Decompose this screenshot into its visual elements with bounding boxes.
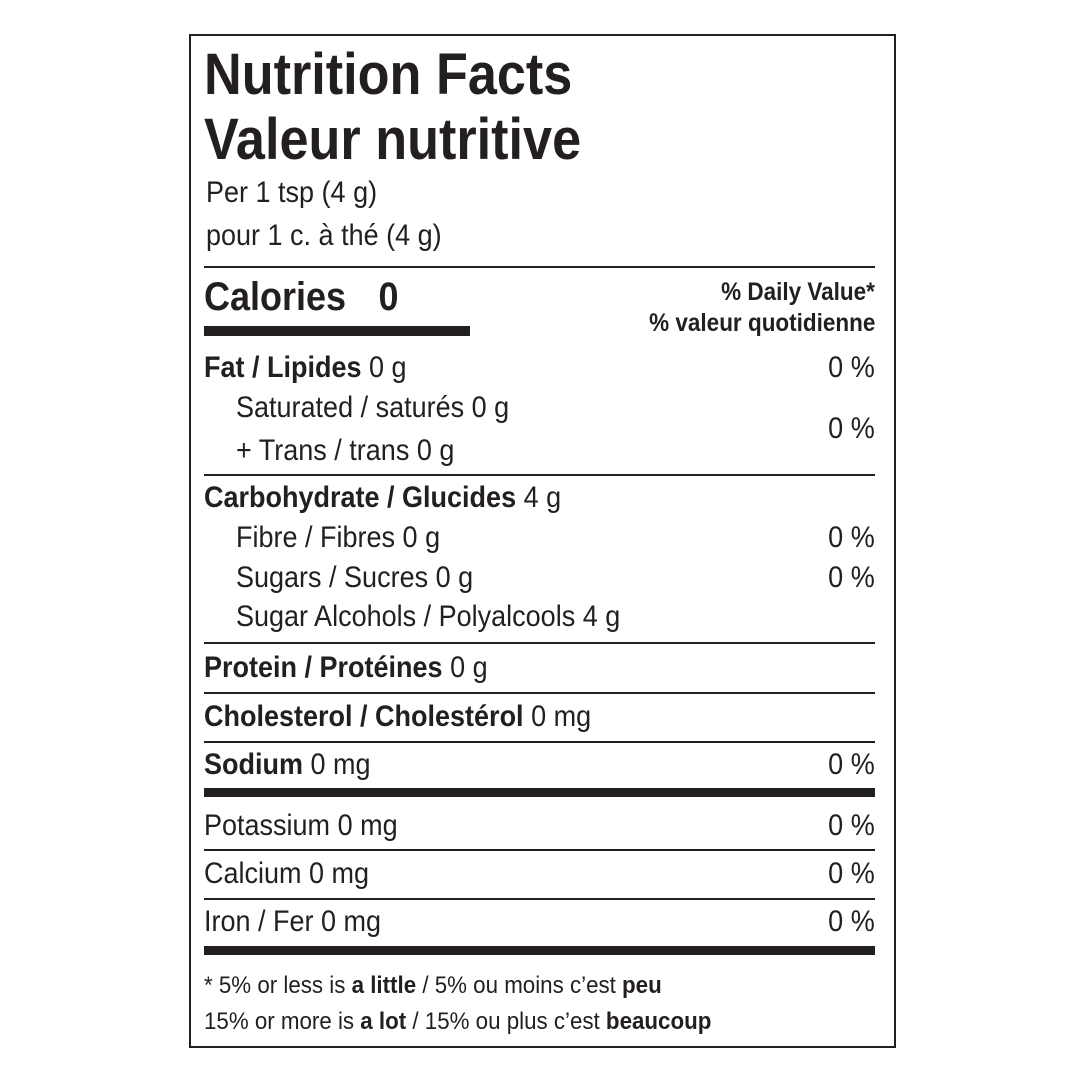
calories: Calories 0 — [204, 277, 398, 317]
nutrient-protein: Protein / Protéines 0 g — [204, 651, 488, 684]
nutrient-trans: + Trans / trans 0 g — [236, 434, 455, 467]
serving-size-fr: pour 1 c. à thé (4 g) — [206, 219, 442, 252]
divider — [204, 266, 875, 268]
divider — [204, 474, 875, 476]
calories-label: Calories — [204, 275, 347, 319]
nutrient-sugars: Sugars / Sucres 0 g — [236, 561, 474, 594]
divider — [204, 642, 875, 644]
nutrient-cholesterol: Cholesterol / Cholestérol 0 mg — [204, 700, 592, 733]
nutrient-fibre: Fibre / Fibres 0 g — [236, 521, 441, 554]
dv-calcium: 0 % — [828, 857, 875, 890]
dv-iron: 0 % — [828, 905, 875, 938]
divider — [204, 741, 875, 743]
nutrient-sodium: Sodium 0 mg — [204, 748, 371, 781]
dv-sugars: 0 % — [828, 561, 875, 594]
nutrient-carbohydrate: Carbohydrate / Glucides 4 g — [204, 481, 562, 514]
footnote-line-1: * 5% or less is a little / 5% ou moins c… — [204, 972, 662, 999]
divider — [204, 898, 875, 900]
nutrient-saturated: Saturated / saturés 0 g — [236, 391, 510, 424]
serving-size-en: Per 1 tsp (4 g) — [206, 176, 378, 209]
dv-potassium: 0 % — [828, 809, 875, 842]
dv-fibre: 0 % — [828, 521, 875, 554]
divider-thick — [204, 946, 875, 955]
divider — [204, 849, 875, 851]
nutrient-iron: Iron / Fer 0 mg — [204, 905, 382, 938]
dv-saturated-trans: 0 % — [828, 412, 875, 445]
dv-header-fr: % valeur quotidienne — [648, 309, 875, 337]
footnote-line-2: 15% or more is a lot / 15% ou plus c’est… — [204, 1008, 712, 1035]
calories-bar — [204, 326, 470, 336]
dv-fat: 0 % — [828, 351, 875, 384]
calories-value: 0 — [378, 275, 399, 319]
nutrient-fat: Fat / Lipides 0 g — [204, 351, 407, 384]
nutrient-calcium: Calcium 0 mg — [204, 857, 370, 890]
nutrient-sugar-alcohols: Sugar Alcohols / Polyalcools 4 g — [236, 600, 621, 633]
divider — [204, 692, 875, 694]
dv-sodium: 0 % — [828, 748, 875, 781]
nutrient-potassium: Potassium 0 mg — [204, 809, 398, 842]
title-en: Nutrition Facts — [204, 42, 573, 107]
divider-thick — [204, 788, 875, 797]
dv-header-en: % Daily Value* — [721, 278, 875, 306]
nutrition-facts-panel — [189, 34, 896, 1048]
title-fr: Valeur nutritive — [204, 107, 582, 172]
